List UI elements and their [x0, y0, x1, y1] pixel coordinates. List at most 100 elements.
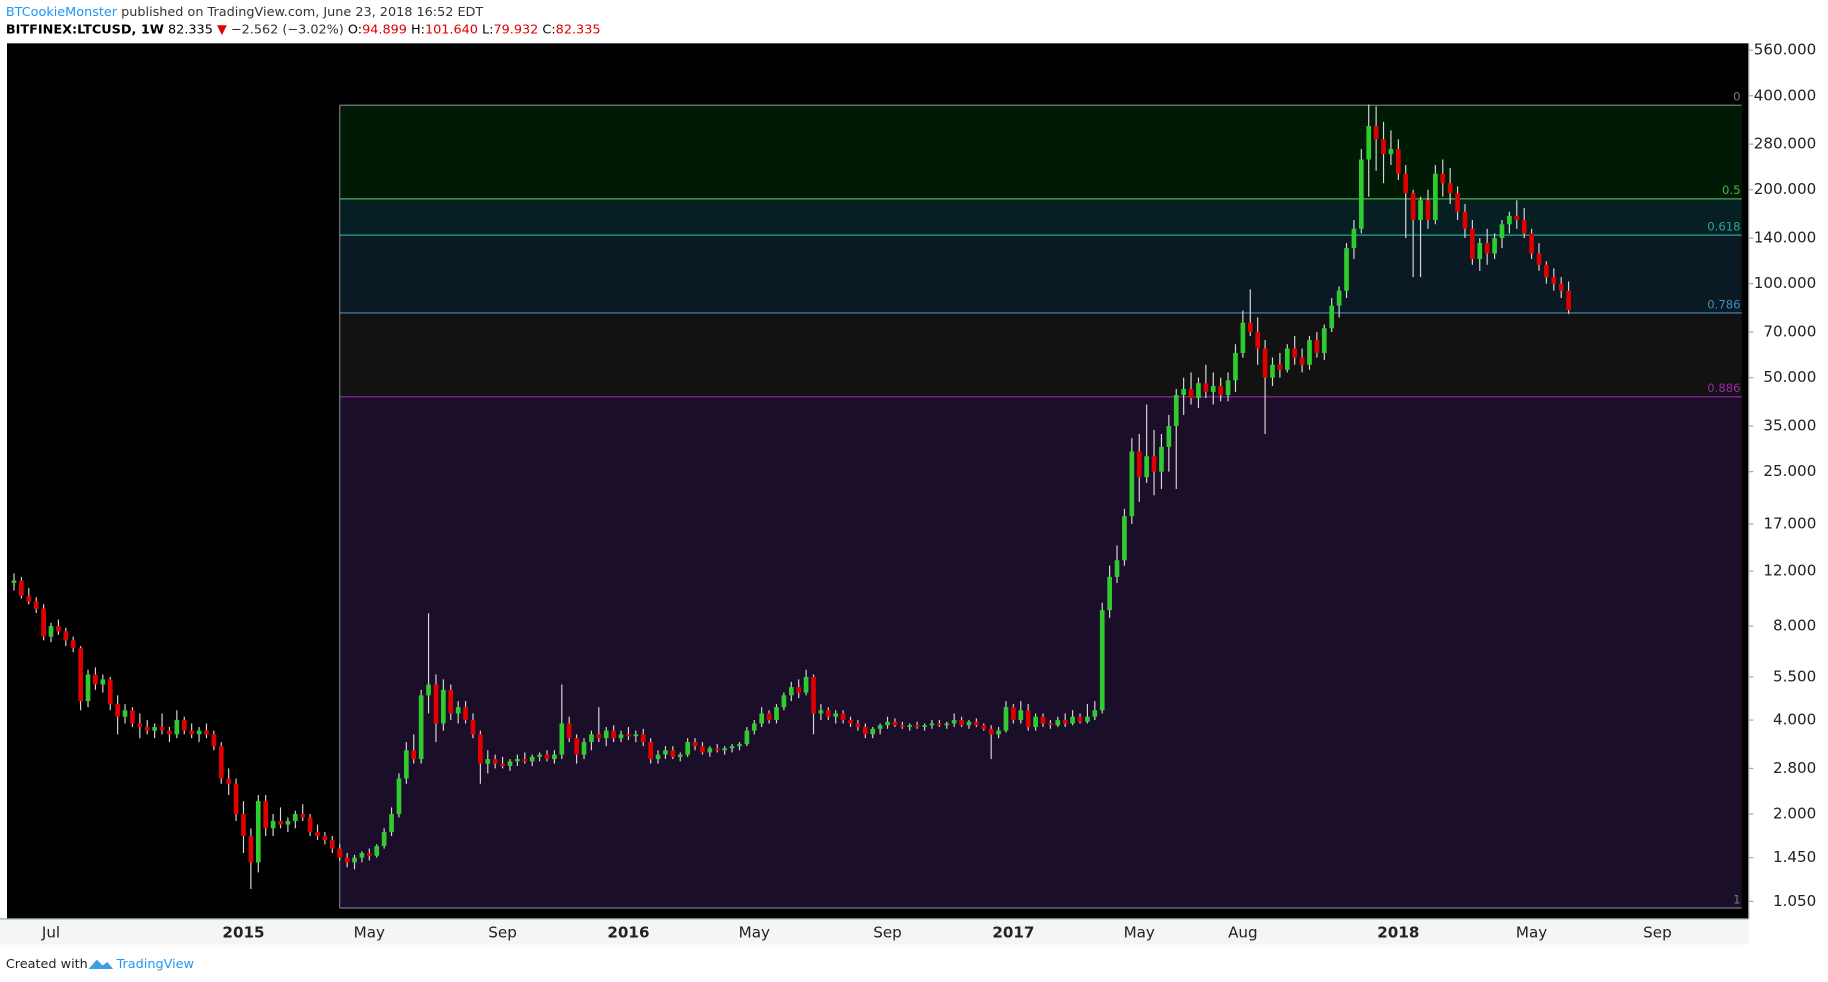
candle-body [78, 648, 83, 702]
candle-body [1499, 224, 1505, 239]
candle-body [1521, 219, 1527, 234]
y-tick-label: 140.000 [1754, 229, 1817, 247]
candle-body [537, 754, 542, 757]
candle-body [1336, 290, 1342, 306]
x-tick-label: Sep [1643, 923, 1672, 941]
last-price: 82.335 [168, 22, 213, 37]
candle-body [1529, 233, 1534, 254]
candle-body [1122, 516, 1127, 561]
candle-body [1129, 451, 1135, 517]
candle-body [1136, 451, 1142, 478]
x-tick-label: Sep [873, 923, 902, 941]
candle-body [1025, 710, 1031, 728]
candle-body [581, 742, 587, 755]
fib-zone [339, 105, 1742, 199]
footer: Created with TradingView [6, 957, 194, 972]
candle-body [937, 723, 942, 726]
candle-body [1425, 200, 1431, 220]
candle-body [1070, 716, 1075, 724]
x-tick-label: Jul [41, 923, 60, 941]
candle-body [766, 713, 772, 721]
candle-body [892, 721, 898, 726]
candle-body [803, 676, 809, 693]
candle-body [959, 720, 964, 726]
candle-body [552, 754, 557, 760]
candle-body [1410, 193, 1416, 220]
candle-body [315, 832, 320, 837]
candle-body [655, 754, 661, 760]
candle-body [811, 676, 816, 714]
candle-body [1299, 357, 1305, 365]
candle-body [833, 713, 839, 717]
candle-body [744, 730, 750, 745]
x-tick-label: Sep [488, 923, 517, 941]
y-tick-label: 1.450 [1773, 848, 1816, 866]
candle-body [233, 783, 239, 815]
candle-body [1455, 193, 1460, 212]
candle-body [1151, 456, 1157, 472]
candle-body [1292, 348, 1298, 358]
candle-body [1011, 707, 1016, 721]
candle-body [677, 754, 683, 757]
candle-body [507, 761, 513, 767]
candle-body [63, 631, 69, 641]
candle-body [366, 853, 372, 856]
candle-body [574, 738, 579, 755]
candle-body [1173, 395, 1179, 427]
candle-body [1396, 149, 1401, 174]
candle-body [1492, 238, 1497, 254]
candle-body [344, 857, 350, 863]
candle-body [56, 626, 61, 632]
candle-body [19, 580, 24, 596]
candle-body [41, 608, 46, 637]
candle-body [226, 778, 232, 784]
y-tick-label: 400.000 [1754, 86, 1817, 104]
y-tick-label: 25.000 [1763, 462, 1816, 480]
candle-body [1447, 183, 1453, 194]
x-tick-label: May [1124, 923, 1155, 941]
fib-level-label: 0.886 [1707, 381, 1740, 395]
candle-body [93, 674, 98, 685]
candle-body [1085, 716, 1090, 722]
candle-body [1470, 228, 1475, 259]
x-tick-label: 2016 [607, 923, 649, 941]
candle-body [159, 727, 165, 731]
candle-body [951, 720, 957, 724]
candle-body [781, 695, 787, 708]
x-tick-label: May [739, 923, 770, 941]
candle-body [1159, 446, 1164, 472]
candle-body [26, 595, 32, 602]
candle-body [1040, 716, 1046, 724]
candle-body [492, 759, 498, 764]
candle-body [1507, 215, 1512, 225]
fib-level-label: 0.618 [1707, 219, 1740, 233]
candle-body [463, 707, 468, 721]
change-arrow: ▼ [217, 22, 227, 37]
candle-body [1277, 364, 1283, 370]
y-tick-label: 280.000 [1754, 135, 1817, 153]
candle-body [374, 845, 380, 856]
axes: 560.000 400.000 280.000 200.000 140.000 100.0… [41, 41, 1816, 942]
candle-body [241, 814, 246, 837]
candle-body [877, 725, 883, 729]
fib-level-label: 1 [1733, 892, 1740, 906]
candle-body [1551, 277, 1557, 284]
ohlc-value: 79.932 [493, 22, 538, 37]
candle-body [907, 725, 913, 728]
author[interactable]: BTCookieMonster [6, 4, 118, 19]
time-axis-background [0, 918, 1828, 945]
candle-body [292, 814, 298, 821]
candle-body [1077, 716, 1083, 722]
candle-body [722, 748, 728, 751]
candle-body [618, 734, 624, 739]
candle-body [559, 723, 565, 755]
candle-body [1218, 386, 1223, 396]
candle-body [396, 778, 402, 815]
candle-body [1233, 352, 1238, 381]
candle-body [1351, 228, 1357, 249]
x-tick-label: May [1516, 923, 1547, 941]
candle-body [1558, 283, 1564, 291]
candle-body [1536, 253, 1542, 265]
footer-brand[interactable]: TradingView [116, 957, 194, 972]
candle-body [1033, 716, 1038, 728]
